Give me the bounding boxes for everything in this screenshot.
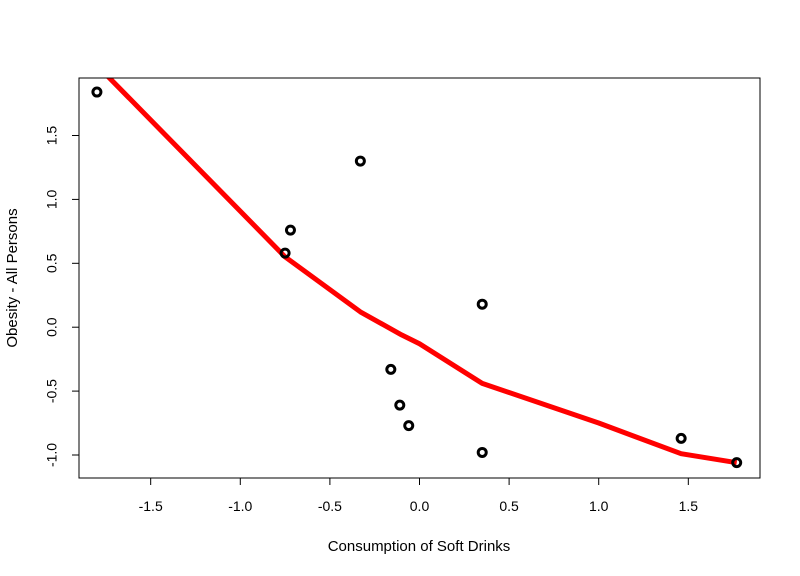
y-axis-title: Obesity - All Persons [4,208,21,347]
smooth-line [105,78,738,466]
x-tick-label: 1.5 [679,498,699,514]
x-tick-label: 0.0 [410,498,430,514]
data-point [354,155,366,167]
x-axis: -1.5 -1.0 -0.5 0.0 0.5 1.0 1.5 [139,477,699,514]
plot-frame [78,77,761,479]
x-tick-label: -0.5 [318,498,342,514]
data-point [675,432,687,444]
y-tick-label: 0.5 [44,253,60,273]
x-tick-label: -1.5 [139,498,163,514]
x-axis-title: Consumption of Soft Drinks [328,538,511,555]
data-point [731,457,743,469]
y-tick-label: -1.0 [44,443,60,467]
x-tick-label: 1.0 [589,498,609,514]
x-tick-label: -1.0 [228,498,252,514]
y-axis: -1.0 -0.5 0.0 0.5 1.0 1.5 [44,126,80,467]
y-tick-label: 1.0 [44,189,60,209]
data-point [476,446,488,458]
data-point [91,86,103,98]
data-point [279,247,291,259]
data-point [476,298,488,310]
data-point [394,399,406,411]
data-point [284,224,296,236]
x-tick-label: 0.5 [499,498,519,514]
y-tick-label: -0.5 [44,379,60,403]
plot-marks [91,78,743,469]
y-tick-label: 1.5 [44,126,60,146]
data-point [403,420,415,432]
data-point [385,363,397,375]
y-tick-label: 0.0 [44,317,60,337]
